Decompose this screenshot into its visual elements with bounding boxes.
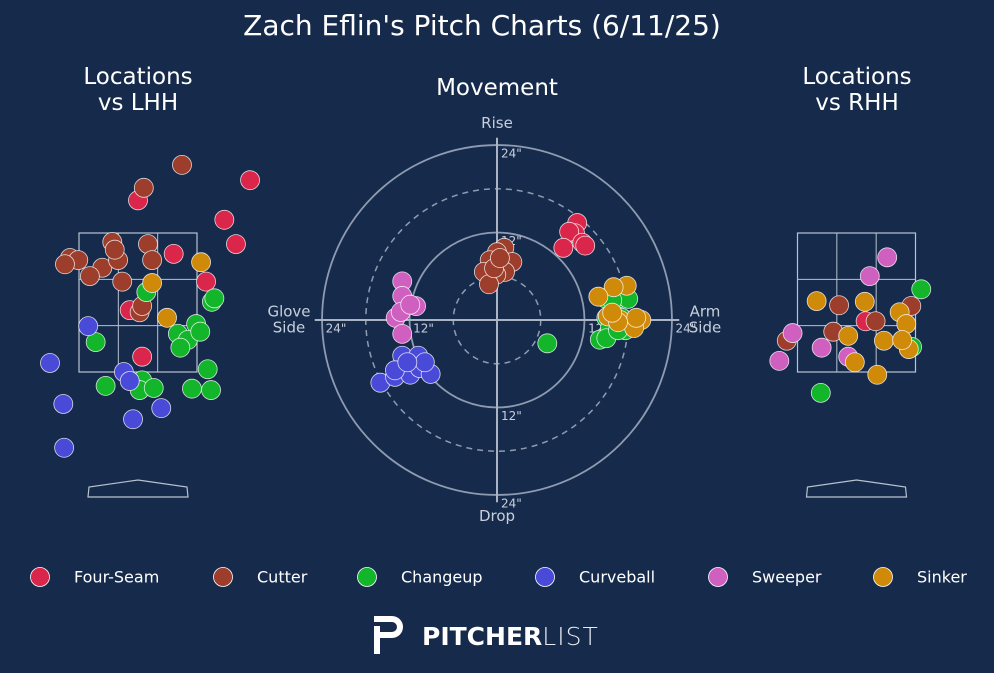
pitch-point xyxy=(873,330,894,351)
logo-icon xyxy=(374,616,403,654)
pitch-point xyxy=(397,352,418,373)
pitch-point xyxy=(151,398,172,419)
pitch-point xyxy=(204,288,225,309)
pitch-point xyxy=(854,291,875,312)
pitch-point xyxy=(537,333,558,354)
legend-marker xyxy=(30,567,50,587)
pitch-point xyxy=(182,378,202,399)
pitch-point xyxy=(865,311,886,332)
pitch-point xyxy=(877,247,898,268)
pitch-point xyxy=(123,409,143,430)
x-tick-label: 24" xyxy=(676,322,697,336)
y-tick-label: 24" xyxy=(501,147,522,161)
x-tick-label: 24" xyxy=(326,322,347,336)
pitch-point xyxy=(602,302,623,323)
pitch-point xyxy=(810,382,831,403)
y-tick-label: 24" xyxy=(501,496,522,510)
pitch-point xyxy=(838,325,859,346)
y-tick-label: 12" xyxy=(501,409,522,423)
legend-marker xyxy=(873,567,893,587)
pitch-point xyxy=(54,437,75,458)
pitch-point xyxy=(867,364,888,385)
pitch-point xyxy=(811,337,832,358)
pitch-point xyxy=(844,352,865,373)
panel xyxy=(40,154,260,498)
legend-label: Curveball xyxy=(579,568,655,587)
pitch-point xyxy=(588,286,609,307)
pitch-point xyxy=(79,266,100,286)
pitch-point xyxy=(132,346,153,367)
pitch-point xyxy=(40,353,60,373)
pitch-point xyxy=(226,234,246,255)
axis-label: Drop xyxy=(478,507,516,526)
pitch-point xyxy=(553,237,574,258)
pitch-point xyxy=(603,277,624,298)
panel xyxy=(769,232,932,498)
legend-label: Sweeper xyxy=(752,568,822,587)
pitch-point xyxy=(414,352,435,373)
pitch-point xyxy=(892,330,913,350)
legend-marker xyxy=(213,567,233,587)
x-tick-label: 12" xyxy=(413,322,434,336)
pitch-point xyxy=(575,235,596,256)
pitch-point xyxy=(119,371,140,391)
legend-label: Cutter xyxy=(257,568,308,587)
pitch-point xyxy=(133,177,154,198)
pitch-point xyxy=(196,271,216,292)
logo-light: LIST xyxy=(542,621,599,651)
pitch-point xyxy=(163,243,184,264)
pitch-point xyxy=(782,323,803,343)
axis-label: Rise xyxy=(481,114,513,133)
logo-bold: PITCHER xyxy=(422,621,543,651)
pitch-point xyxy=(55,254,75,275)
pitch-point xyxy=(829,295,849,316)
home-plate xyxy=(805,479,908,498)
pitch-point xyxy=(191,252,211,273)
axis-label: Arm Side xyxy=(688,302,722,336)
legend-marker xyxy=(357,567,377,587)
pitch-point xyxy=(172,154,192,175)
pitch-point xyxy=(859,266,880,286)
home-plate xyxy=(87,479,189,498)
pitch-point xyxy=(190,321,211,342)
pitch-point xyxy=(170,337,191,358)
legend-marker xyxy=(708,567,728,587)
pitch-point xyxy=(78,316,99,337)
legend-label: Sinker xyxy=(917,568,967,587)
pitch-point xyxy=(53,394,74,414)
pitch-point xyxy=(112,271,133,292)
pitch-point xyxy=(806,291,827,312)
pitch-point xyxy=(157,307,177,328)
pitch-point xyxy=(197,359,218,380)
pitch-point xyxy=(769,350,790,371)
legend-label: Four-Seam xyxy=(74,568,159,587)
pitch-point xyxy=(143,378,164,398)
pitch-point xyxy=(400,294,421,315)
logo: PITCHER LIST xyxy=(370,614,599,658)
pitch-point xyxy=(911,279,932,300)
pitch-point xyxy=(142,273,163,293)
panel-title: Locations vs RHH xyxy=(802,64,912,117)
pitch-point xyxy=(95,375,116,396)
panel-title: Locations vs LHH xyxy=(83,64,193,117)
page-title: Zach Eflin's Pitch Charts (6/11/25) xyxy=(243,9,721,42)
pitch-point xyxy=(240,170,260,191)
pitch-point xyxy=(142,250,163,271)
panel-title: Movement xyxy=(436,75,558,101)
legend-label: Changeup xyxy=(401,568,483,587)
pitch-point xyxy=(392,323,413,344)
pitch-point xyxy=(104,239,125,260)
pitch-point xyxy=(626,307,647,328)
panel: 24"12"12"24"24"12"12"24" xyxy=(314,137,697,510)
pitch-point xyxy=(201,380,221,400)
axis-label: Glove Side xyxy=(267,302,311,336)
pitch-point xyxy=(214,209,235,230)
pitch-point xyxy=(490,248,510,268)
legend-marker xyxy=(535,567,555,587)
